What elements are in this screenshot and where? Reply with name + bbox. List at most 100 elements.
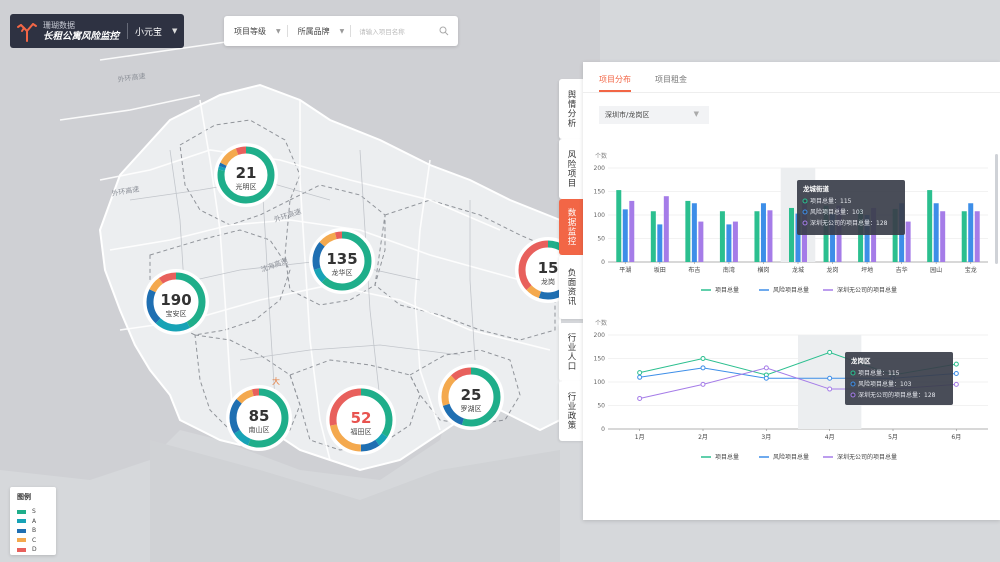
data-point[interactable]: [637, 374, 643, 380]
side-tab[interactable]: 行业政策: [559, 381, 583, 441]
legend-label: D: [32, 546, 37, 554]
side-tab[interactable]: 风险项目: [559, 139, 583, 199]
panel-tab[interactable]: 项目分布: [599, 74, 631, 92]
side-tab[interactable]: 数据监控: [559, 199, 583, 255]
data-point[interactable]: [763, 375, 769, 381]
bar[interactable]: [650, 211, 656, 262]
bar[interactable]: [719, 211, 725, 262]
user-name[interactable]: 小元宝: [135, 27, 163, 38]
bar[interactable]: [961, 211, 967, 262]
bar[interactable]: [616, 190, 622, 262]
legend-swatch: [17, 547, 26, 552]
data-point[interactable]: [953, 371, 959, 377]
tooltip-row: 深圳无公司的项目总量：128: [810, 219, 888, 227]
legend-item: D: [17, 545, 49, 555]
bar[interactable]: [685, 200, 691, 262]
chart-legend-item[interactable]: 风险项目总量: [759, 286, 809, 294]
chart-legend-item[interactable]: 项目总量: [701, 453, 739, 461]
panel-tab[interactable]: 项目租金: [655, 75, 687, 84]
search-icon[interactable]: [439, 26, 449, 36]
data-point[interactable]: [953, 361, 959, 367]
bar[interactable]: [864, 215, 870, 262]
donut-segment: [146, 272, 206, 332]
data-point[interactable]: [827, 349, 833, 355]
tooltip-row: 风险项目总量：103: [810, 208, 864, 216]
side-tab[interactable]: 负面资讯: [559, 255, 583, 319]
data-point[interactable]: [700, 381, 706, 387]
bar[interactable]: [968, 203, 974, 262]
data-point[interactable]: [637, 370, 643, 376]
tooltip-bg: [797, 180, 905, 235]
bar[interactable]: [760, 203, 766, 262]
x-tick-label: 5月: [888, 434, 898, 441]
bar[interactable]: [657, 224, 663, 262]
bar[interactable]: [698, 221, 704, 262]
x-tick-label: 坂田: [654, 266, 666, 274]
bar[interactable]: [726, 224, 732, 262]
bar[interactable]: [933, 203, 939, 262]
bar[interactable]: [732, 221, 738, 262]
bar[interactable]: [892, 208, 898, 262]
x-tick-label: 横岗: [757, 266, 769, 274]
y-tick-label: 0: [601, 426, 605, 433]
side-tab[interactable]: 舆情分析: [559, 79, 583, 139]
data-point[interactable]: [953, 381, 959, 387]
chart-legend-item[interactable]: 项目总量: [701, 286, 739, 294]
data-point[interactable]: [637, 395, 643, 401]
bar[interactable]: [622, 209, 628, 262]
chart-legend-item[interactable]: 深圳无公司的项目总量: [823, 286, 897, 294]
scrollbar[interactable]: [995, 154, 998, 264]
y-tick-label: 100: [594, 212, 606, 219]
bar[interactable]: [691, 203, 697, 262]
expressway-label: 外环高速: [117, 71, 146, 84]
data-point[interactable]: [827, 386, 833, 392]
project-level-select[interactable]: 项目等级 ▼: [224, 16, 287, 46]
bar[interactable]: [795, 213, 801, 262]
bar[interactable]: [927, 190, 933, 262]
region-select[interactable]: 深圳市/龙岗区 ▼: [599, 106, 709, 124]
y-axis-label: 个数: [595, 152, 607, 160]
legend-label: 深圳无公司的项目总量: [837, 453, 897, 461]
brand-select[interactable]: 所属品牌 ▼: [288, 16, 351, 46]
bar[interactable]: [754, 211, 760, 262]
bar[interactable]: [974, 211, 980, 262]
bar[interactable]: [663, 196, 669, 262]
bar[interactable]: [830, 213, 836, 262]
data-point[interactable]: [700, 356, 706, 361]
bar[interactable]: [905, 221, 911, 262]
chart-legend-item[interactable]: 深圳无公司的项目总量: [823, 453, 897, 461]
data-point[interactable]: [763, 365, 769, 371]
side-tab[interactable]: 行业人口: [559, 323, 583, 381]
bar[interactable]: [789, 207, 794, 262]
x-tick-label: 4月: [825, 434, 835, 441]
y-tick-label: 100: [594, 379, 606, 386]
district-name: 罗湖区: [461, 404, 482, 413]
data-point[interactable]: [827, 375, 833, 381]
search-input[interactable]: 请输入项目名称: [359, 28, 405, 36]
y-tick-label: 150: [594, 356, 606, 363]
y-tick-label: 200: [594, 165, 606, 172]
district-count: 21: [236, 164, 257, 182]
chart-legend-item[interactable]: 风险项目总量: [759, 453, 809, 461]
x-tick-label: 1月: [635, 434, 645, 441]
caret-down-icon[interactable]: ▼: [172, 27, 178, 35]
donut-segment: [217, 146, 275, 204]
x-tick-label: 3月: [761, 434, 771, 441]
x-tick-label: 坪地: [861, 266, 873, 274]
donut-segment: [518, 240, 578, 300]
bar[interactable]: [940, 211, 946, 262]
bar[interactable]: [629, 200, 635, 262]
bar[interactable]: [767, 210, 773, 262]
data-point[interactable]: [700, 365, 706, 371]
bar[interactable]: [858, 209, 864, 262]
